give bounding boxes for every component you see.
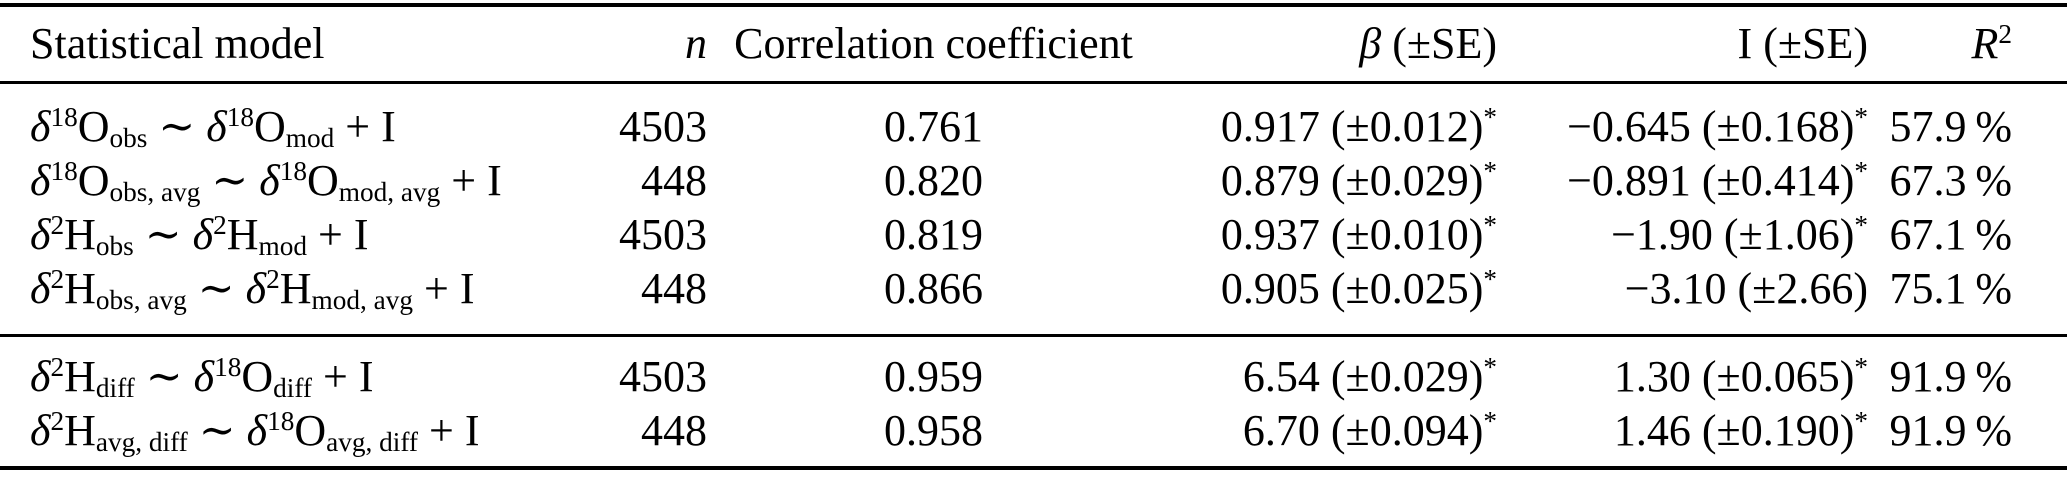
table-bottom-rule [0, 466, 2067, 470]
table-header-row: Statistical model n Correlation coefficien… [0, 7, 2067, 81]
r-squared-cell: 67.1 % [1889, 210, 2012, 259]
n-cell: 448 [641, 406, 707, 455]
r-squared-cell: 91.9 % [1889, 406, 2012, 455]
r-squared-cell: 57.9 % [1889, 102, 2012, 151]
table-top-rule [0, 3, 2067, 7]
intercept-cell: −1.90 (±1.06)* [1611, 210, 1868, 259]
intercept-cell: −0.891 (±0.414)* [1567, 156, 1868, 205]
n-cell: 4503 [619, 102, 707, 151]
beta-cell: 0.905 (±0.025)* [1220, 264, 1497, 313]
column-header-model: Statistical model [30, 19, 325, 68]
n-cell: 4503 [619, 352, 707, 401]
table-group-difference-models: δ2Hdiff ∼ δ18Odiff + I 4503 0.959 6.54 (±0.… [0, 337, 2067, 466]
table-row: δ2Havg, diff ∼ δ18Oavg, diff + I 448 0.958… [0, 404, 2067, 458]
correlation-cell: 0.820 [884, 156, 983, 205]
r-squared-cell: 75.1 % [1889, 264, 2012, 313]
column-header-intercept: I (±SE) [1737, 19, 1868, 68]
correlation-cell: 0.958 [884, 406, 983, 455]
n-cell: 448 [641, 156, 707, 205]
beta-cell: 6.70 (±0.094)* [1242, 406, 1497, 455]
intercept-cell: −3.10 (±2.66) [1624, 264, 1868, 313]
column-header-r-squared: R2 [1971, 19, 2012, 68]
correlation-cell: 0.959 [884, 352, 983, 401]
intercept-cell: 1.46 (±0.190)* [1613, 406, 1868, 455]
beta-cell: 0.879 (±0.029)* [1220, 156, 1497, 205]
column-header-beta: β (±SE) [1359, 19, 1497, 68]
intercept-cell: −0.645 (±0.168)* [1567, 102, 1868, 151]
correlation-cell: 0.866 [884, 264, 983, 313]
beta-cell: 0.917 (±0.012)* [1220, 102, 1497, 151]
model-cell: δ18Oobs ∼ δ18Omod + I [30, 102, 396, 153]
model-cell: δ2Hobs ∼ δ2Hmod + I [30, 210, 369, 261]
intercept-cell: 1.30 (±0.065)* [1613, 352, 1868, 401]
r-squared-cell: 91.9 % [1889, 352, 2012, 401]
model-cell: δ2Hdiff ∼ δ18Odiff + I [30, 352, 374, 403]
table-row: δ2Hobs ∼ δ2Hmod + I 4503 0.819 0.937 (±0.01… [0, 208, 2067, 262]
n-cell: 448 [641, 264, 707, 313]
n-cell: 4503 [619, 210, 707, 259]
table-midrule [0, 334, 2067, 337]
table-group-direct-models: δ18Oobs ∼ δ18Omod + I 4503 0.761 0.917 (±0.… [0, 84, 2067, 334]
column-header-n: n [685, 19, 707, 68]
table-row: δ2Hobs, avg ∼ δ2Hmod, avg + I 448 0.866 0.9… [0, 262, 2067, 316]
table-row: δ18Oobs ∼ δ18Omod + I 4503 0.761 0.917 (±0.… [0, 100, 2067, 154]
correlation-cell: 0.761 [884, 102, 983, 151]
model-cell: δ2Havg, diff ∼ δ18Oavg, diff + I [30, 406, 480, 457]
r-squared-cell: 67.3 % [1889, 156, 2012, 205]
beta-cell: 6.54 (±0.029)* [1242, 352, 1497, 401]
column-header-correlation: Correlation coefficient [734, 19, 1133, 68]
table-header-rule [0, 81, 2067, 84]
model-cell: δ2Hobs, avg ∼ δ2Hmod, avg + I [30, 264, 475, 315]
model-cell: δ18Oobs, avg ∼ δ18Omod, avg + I [30, 156, 502, 207]
table-row: δ2Hdiff ∼ δ18Odiff + I 4503 0.959 6.54 (±0.… [0, 350, 2067, 404]
beta-cell: 0.937 (±0.010)* [1220, 210, 1497, 259]
correlation-cell: 0.819 [884, 210, 983, 259]
table-row: δ18Oobs, avg ∼ δ18Omod, avg + I 448 0.820 0… [0, 154, 2067, 208]
